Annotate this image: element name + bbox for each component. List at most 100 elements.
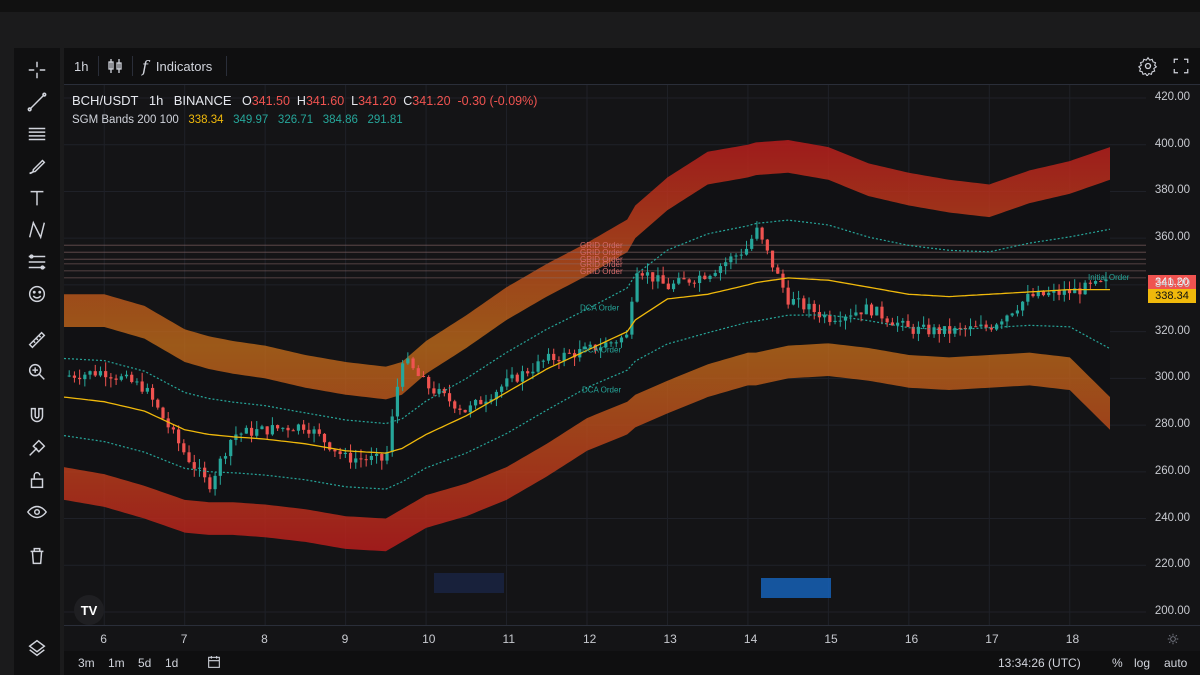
candle-body xyxy=(145,387,149,392)
mid-band-tag: 338.34 xyxy=(1148,288,1196,303)
candle-body xyxy=(744,248,749,255)
candle-body xyxy=(1005,315,1009,322)
zoom-in-icon[interactable] xyxy=(22,358,52,386)
price-tick-label: 200.00 xyxy=(1154,605,1190,617)
clock-time[interactable]: 13:34:26 (UTC) xyxy=(998,656,1081,670)
candle-body xyxy=(83,374,87,380)
time-axis[interactable]: 6 7 8 9 10 11 12 13 14 15 16 17 18 xyxy=(64,625,1146,652)
initial-order-label: Initial Order xyxy=(1088,273,1130,282)
indicators-button[interactable]: f Indicators xyxy=(142,54,212,78)
candle-body xyxy=(98,371,103,376)
eye-icon[interactable] xyxy=(22,498,52,526)
brush-icon[interactable] xyxy=(22,152,52,180)
tradingview-logo[interactable]: TV xyxy=(74,595,104,625)
range-3m[interactable]: 3m xyxy=(78,656,95,670)
candle-body xyxy=(802,298,806,310)
candle-body xyxy=(791,299,795,305)
settings-button[interactable] xyxy=(1138,54,1158,78)
candle-body xyxy=(286,427,290,431)
candle-body xyxy=(479,399,483,405)
candle-body xyxy=(1083,282,1087,295)
emoji-icon[interactable] xyxy=(22,280,52,308)
candle-body xyxy=(526,371,530,374)
ruler-icon[interactable] xyxy=(22,326,52,354)
grid-order-label: GRID Order xyxy=(580,248,623,257)
candle-body xyxy=(88,371,92,375)
pattern-icon[interactable] xyxy=(22,216,52,244)
trendline-icon[interactable] xyxy=(22,88,52,116)
gear-icon xyxy=(1138,56,1158,76)
chart-type-button[interactable] xyxy=(106,54,124,78)
fullscreen-button[interactable] xyxy=(1172,54,1190,78)
candle-body xyxy=(572,353,577,358)
candle-body xyxy=(729,256,733,263)
symbol-name[interactable]: BCH/USDT xyxy=(72,93,139,108)
candle-body xyxy=(614,342,618,344)
candle-body xyxy=(416,368,420,376)
indicator-value-5: 291.81 xyxy=(367,114,403,126)
candle-body xyxy=(135,381,139,383)
candle-body xyxy=(812,303,816,313)
candle-body xyxy=(244,427,248,434)
candle-body xyxy=(192,462,196,469)
candle-body xyxy=(265,426,269,435)
candle-body xyxy=(1021,301,1025,311)
range-5d[interactable]: 5d xyxy=(138,656,152,670)
axis-corner xyxy=(1146,625,1200,652)
candle-body xyxy=(703,275,707,280)
candle-body xyxy=(718,266,723,273)
candle-body xyxy=(171,427,176,430)
candle-body xyxy=(1067,289,1072,294)
horizontal-lines-icon[interactable] xyxy=(22,120,52,148)
volume-bar xyxy=(434,573,504,593)
interval-button[interactable]: 1h xyxy=(74,58,89,74)
goto-date-button[interactable] xyxy=(206,654,222,673)
chart-pane[interactable]: GRID Order GRID Order GRID Order GRID Order… xyxy=(64,85,1146,625)
price-tick-label: 320.00 xyxy=(1154,324,1190,337)
percent-toggle[interactable]: % xyxy=(1112,656,1123,670)
crosshair-icon[interactable] xyxy=(22,56,52,84)
candle-body xyxy=(338,451,342,455)
lock-icon[interactable] xyxy=(22,466,52,494)
candle-body xyxy=(724,262,728,267)
candle-body xyxy=(677,278,681,284)
auto-toggle[interactable]: auto xyxy=(1164,656,1188,670)
candle-body xyxy=(536,361,540,372)
candle-body xyxy=(67,375,71,377)
trash-icon[interactable] xyxy=(22,542,52,570)
candle-body xyxy=(953,327,957,334)
layers-icon[interactable] xyxy=(22,634,52,662)
time-tick-label: 17 xyxy=(985,632,999,646)
lock-drawings-icon[interactable] xyxy=(22,434,52,462)
indicator-name[interactable]: SGM Bands 200 100 xyxy=(72,114,179,126)
candle-body xyxy=(515,374,519,382)
time-tick-label: 13 xyxy=(663,632,677,646)
candle-body xyxy=(869,304,874,316)
candle-body xyxy=(270,425,274,435)
range-1d[interactable]: 1d xyxy=(165,656,179,670)
candle-body xyxy=(765,239,769,251)
candle-body xyxy=(161,407,165,419)
candle-body xyxy=(291,430,295,432)
range-1m[interactable]: 1m xyxy=(108,656,125,670)
candle-body xyxy=(541,360,545,362)
candle-body xyxy=(385,452,389,461)
candle-body xyxy=(130,374,134,382)
candle-body xyxy=(552,353,556,360)
candle-body xyxy=(968,326,973,330)
grid-order-label: GRID Order xyxy=(580,255,623,264)
candle-body xyxy=(78,377,82,380)
time-tick-label: 7 xyxy=(180,632,188,646)
candle-body xyxy=(468,405,472,413)
candle-body xyxy=(1041,290,1046,296)
log-toggle[interactable]: log xyxy=(1134,656,1151,670)
gear-icon[interactable] xyxy=(1166,632,1180,646)
magnet-icon[interactable] xyxy=(22,402,52,430)
text-icon[interactable] xyxy=(22,184,52,212)
measure-lines-icon[interactable] xyxy=(22,248,52,276)
candle-body xyxy=(296,424,301,431)
candle-body xyxy=(979,324,983,327)
indicator-value-2: 349.97 xyxy=(233,114,269,126)
price-axis[interactable]: 341.20 338.34 420.00 400.00 380.00 360.00 34… xyxy=(1146,85,1200,625)
